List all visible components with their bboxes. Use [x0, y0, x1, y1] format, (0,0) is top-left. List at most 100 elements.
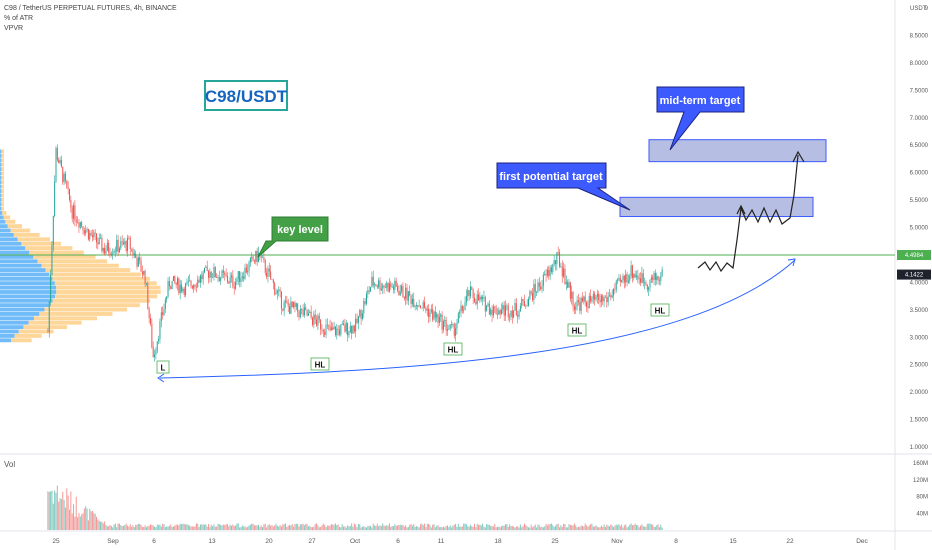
candle-body: [537, 282, 539, 293]
candle-body: [252, 256, 254, 261]
volume-bar: [382, 523, 384, 530]
candle-body: [282, 308, 284, 311]
candle-body: [248, 262, 250, 271]
volume-bar: [549, 524, 551, 530]
volume-bar: [402, 524, 404, 530]
profile-bar-buy: [0, 285, 57, 290]
volume-bar: [105, 524, 107, 530]
volume-bar: [565, 527, 567, 530]
volume-bar: [370, 525, 372, 530]
candle-body: [600, 295, 602, 303]
first-target-label: first potential target: [499, 171, 603, 183]
profile-bar-buy: [0, 333, 15, 338]
volume-bar: [229, 524, 231, 530]
volume-bar: [488, 524, 490, 530]
time-tick: 6: [396, 538, 400, 545]
volume-bar: [318, 527, 320, 530]
candle-body: [290, 301, 292, 314]
volume-bar: [231, 525, 232, 530]
candle-body: [459, 312, 461, 314]
candle-body: [341, 323, 343, 325]
price-pane[interactable]: [0, 0, 895, 453]
volume-bar: [97, 519, 99, 530]
candle-body: [621, 280, 623, 283]
volume-bar: [86, 508, 88, 530]
candle-body: [606, 297, 608, 303]
volume-bar: [170, 524, 172, 530]
volume-bar: [321, 525, 323, 530]
profile-bar-buy: [0, 329, 19, 334]
candle-body: [549, 267, 551, 277]
symbol-line[interactable]: C98 / TetherUS PERPETUAL FUTURES, 4h, BI…: [4, 5, 177, 12]
volume-bar: [397, 525, 399, 530]
candle-body: [220, 277, 222, 282]
volume-bar: [484, 527, 486, 530]
candle-body: [660, 275, 662, 281]
volume-bar: [384, 526, 386, 530]
candle-body: [209, 271, 211, 278]
profile-bar-buy: [0, 263, 42, 268]
price-tick: 2.0000: [910, 390, 929, 396]
candle-body: [661, 269, 663, 276]
volume-bar: [328, 525, 330, 530]
volume-bar: [102, 523, 104, 530]
candle-body: [478, 294, 480, 301]
candle-body: [650, 277, 652, 280]
volume-bar: [621, 524, 623, 530]
profile-bar-sell: [21, 241, 62, 246]
candle-body: [120, 241, 122, 249]
price-tick: 3.5000: [910, 308, 929, 314]
volume-bar: [548, 524, 550, 530]
candle-body: [102, 247, 104, 252]
volume-bar: [89, 508, 91, 530]
candle-body: [216, 277, 218, 278]
volume-bar: [657, 524, 659, 530]
volume-bar: [467, 526, 469, 530]
volume-bar: [340, 527, 342, 530]
profile-bar-buy: [0, 180, 2, 185]
candle-body: [123, 242, 124, 245]
volume-bar: [509, 524, 511, 530]
candle-body: [66, 180, 68, 188]
volume-bar: [330, 524, 332, 530]
title-box-label: C98/USDT: [205, 87, 288, 106]
volume-bar: [654, 526, 656, 530]
candle-body: [166, 296, 168, 300]
volume-bar: [533, 526, 535, 530]
candle-body: [98, 238, 100, 245]
volume-bar: [344, 526, 346, 530]
volume-bar: [614, 525, 616, 530]
candle-body: [560, 266, 562, 268]
time-tick: 11: [438, 538, 445, 545]
volume-bar: [557, 523, 559, 530]
volume-bar: [264, 523, 266, 530]
candle-body: [297, 303, 299, 312]
volume-bar: [375, 525, 377, 530]
volume-bar: [594, 526, 596, 530]
indicator-atr[interactable]: % of ATR: [4, 15, 34, 22]
indicator-vpvr[interactable]: VPVR: [4, 25, 24, 32]
candle-body: [141, 271, 143, 275]
volume-bar: [137, 523, 139, 530]
candle-body: [492, 306, 494, 316]
volume-bar: [249, 524, 251, 530]
volume-bar: [286, 526, 288, 530]
profile-bar-sell: [39, 312, 113, 316]
volume-bar: [393, 526, 394, 530]
candle-body: [337, 328, 339, 330]
candle-body: [159, 321, 161, 340]
candle-body: [568, 282, 570, 288]
profile-bar-buy: [0, 202, 2, 207]
candle-body: [565, 281, 567, 284]
volume-bar: [125, 523, 127, 530]
profile-bar-buy: [0, 215, 4, 220]
volume-bar: [536, 527, 538, 530]
volume-bar: [353, 523, 355, 530]
candle-body: [48, 301, 50, 332]
candle-body: [525, 305, 527, 307]
candle-body: [210, 271, 212, 278]
candle-body: [530, 291, 532, 294]
candle-body: [383, 285, 385, 288]
volume-bar: [109, 525, 111, 530]
